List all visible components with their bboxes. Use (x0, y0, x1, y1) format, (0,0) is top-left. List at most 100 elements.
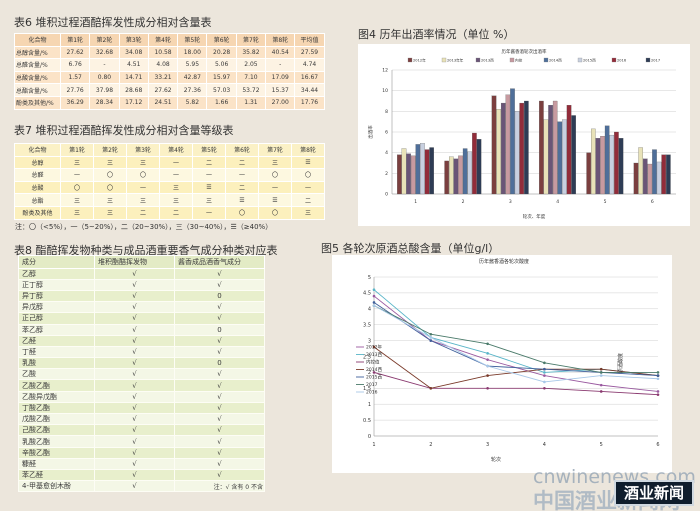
t7-cell: 三 (159, 180, 193, 195)
fig4-legend-swatch (577, 57, 583, 63)
fig4-bar (586, 152, 591, 195)
fig4-y-tick-label: 0 (385, 192, 388, 198)
t7-cell: 三 (93, 205, 127, 220)
t8-cell: √ (174, 278, 265, 291)
fig5-data-point (486, 364, 489, 368)
t6-cell: 酚类及其他/% (14, 95, 61, 110)
fig4-chart-title: 历年酱香酒轮次出酒率 (502, 48, 547, 55)
fig4-legend-swatch (475, 57, 481, 63)
fig5-x-tick-label: 4 (543, 442, 546, 448)
t8-cell: √ (174, 457, 265, 470)
fig4-x-axis-label: 轮次、年度 (523, 213, 546, 220)
t6-cell: 34.44 (294, 83, 325, 97)
t6-cell: 42.87 (177, 70, 208, 85)
fig5-y-tick-label: 5 (368, 275, 371, 281)
t8-cell: √ (174, 379, 265, 392)
t6-cell: 17.12 (118, 95, 149, 110)
t6-cell: 总醛含量/% (14, 58, 61, 72)
fig5-x-tick-label: 2 (429, 442, 432, 448)
table7: 化合物 第1轮 第2轮 第3轮 第4轮 第5轮 第6轮 第7轮 第8轮 总醇三三三一二二三 ☰ 总醛… (14, 143, 325, 220)
fig4-legend-label: 2013西 (481, 58, 494, 63)
fig5-data-point (486, 352, 489, 355)
t6-cell: 27.62 (59, 45, 91, 60)
t6-cell: 27.00 (265, 95, 296, 110)
t6-cell: 5.06 (206, 58, 237, 72)
fig4-bar (415, 144, 421, 195)
t8-cell: √ (174, 345, 265, 359)
fig4-bar (491, 95, 497, 195)
t7-cell: 一 (192, 168, 226, 182)
t7-cell: 总醇 (14, 155, 61, 170)
fig4-bar (467, 151, 473, 195)
t6-header-cell: 平均值 (294, 33, 325, 47)
t8-cell: √ (174, 413, 265, 426)
t6-cell: 17.76 (294, 95, 325, 110)
fig4-legend-label: 2016 (617, 59, 627, 63)
t8-cell: 苯乙醛 (18, 468, 95, 482)
fig4-bar (633, 162, 639, 195)
t6-row: 酚类及其他/% 36.29 28.34 17.12 24.51 5.82 1.66 1.31 2… (14, 95, 325, 110)
t6-cell: 57.03 (206, 83, 237, 97)
t6-cell: 40.54 (265, 45, 296, 60)
t8-cell: √ (174, 312, 265, 325)
fig5-legend-label: 2012年 (366, 344, 382, 351)
t7-cell: 二 (225, 155, 259, 170)
fig5-x-axis-label: 轮次 (491, 456, 501, 463)
t8-row: 乙醛 √ √ (18, 334, 265, 347)
fig4-legend-label: 内控 (515, 58, 523, 63)
fig5-data-point (599, 367, 603, 371)
fig4-legend-label: 2014西 (549, 58, 562, 63)
t6-header-cell: 化合物 (14, 33, 61, 47)
fig5-y-tick-label: 2 (368, 370, 371, 376)
t8-cell: √ (174, 401, 265, 415)
t8-cell: 丁醛 (18, 345, 95, 359)
t7-cell: 二 (192, 155, 226, 170)
t7-header-cell: 第7轮 (258, 143, 292, 157)
t8-cell: 异戊醇 (18, 301, 95, 314)
t8-row: 糠醛 √ √ (18, 457, 265, 470)
fig5-y-tick-label: 2.5 (363, 354, 371, 360)
t8-row: 辛酸乙酯 √ √ (18, 446, 265, 459)
t8-cell: 乙酸异戊酯 (18, 390, 95, 403)
t8-cell: 辛酸乙酯 (18, 446, 95, 459)
t8-row: 乙酸 √ √ (18, 368, 265, 381)
t7-row: 总醛一〇〇一一一〇〇 (14, 168, 325, 182)
t8-row: 丁酸乙酯 √ √ (18, 401, 265, 415)
t8-cell: √ (174, 301, 265, 314)
t8-cell: √ (174, 368, 265, 381)
fig5-series-line (373, 302, 659, 377)
fig4-bar (401, 148, 407, 195)
t7-cell: 三 (126, 193, 160, 207)
fig4-x-tick-label: 2 (462, 199, 465, 205)
table8-title: 表8 酯醅挥发物种类与成品酒重要香气成分种类对应表 (14, 244, 278, 257)
t8-row: 异戊醇 √ √ (18, 301, 265, 314)
t6-cell: 0.80 (89, 70, 120, 85)
fig5-data-point (599, 383, 603, 387)
fig4-x-tick-label: 6 (651, 199, 654, 205)
t8-cell: √ (94, 278, 175, 291)
t6-cell: 17.09 (265, 70, 296, 85)
fig5-data-point (429, 332, 433, 336)
fig5-y-tick-label: 0.5 (363, 418, 371, 424)
t8-cell: √ (94, 379, 175, 392)
fig5-data-point (486, 387, 489, 390)
fig5-data-point (429, 387, 433, 390)
fig4-bar (552, 100, 558, 195)
t8-cell: √ (94, 334, 175, 347)
t7-cell: 〇 (60, 180, 94, 195)
t7-header-cell: 第2轮 (93, 143, 127, 157)
t7-cell: 〇 (258, 168, 292, 182)
fig4-bar (410, 155, 416, 195)
t7-cell: 三 (291, 205, 325, 220)
t8-cell: √ (94, 323, 175, 336)
t8-cell: √ (94, 424, 175, 437)
fig5-data-point (656, 390, 660, 393)
t8-cell: √ (94, 446, 175, 459)
t8-row: 乳酸乙酯 √ √ (18, 435, 265, 448)
t7-cell: 三 (159, 193, 193, 207)
fig4-bar (557, 121, 563, 195)
fig5-y-tick-label: 3 (368, 338, 371, 344)
fig4-legend-swatch (509, 57, 515, 63)
fig4-y-tick-label: 2 (385, 171, 388, 177)
